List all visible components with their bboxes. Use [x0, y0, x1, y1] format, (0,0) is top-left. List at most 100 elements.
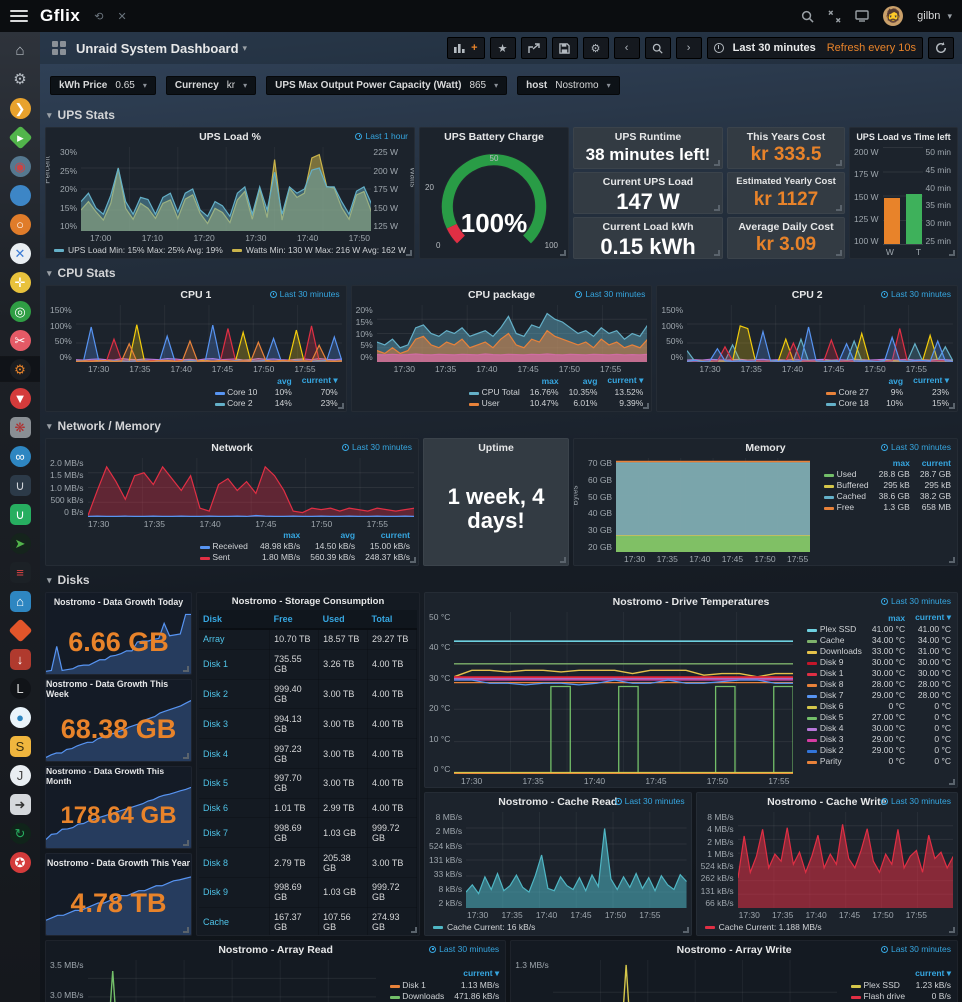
- legend-sort-header[interactable]: current ▾: [301, 375, 338, 385]
- resize-handle[interactable]: [949, 557, 955, 563]
- legend-sort-header[interactable]: current ▾: [607, 375, 644, 385]
- time-badge[interactable]: Last 30 minutes: [269, 289, 340, 299]
- resize-handle[interactable]: [183, 666, 189, 672]
- temperatures-chart[interactable]: [454, 612, 793, 774]
- legend-item[interactable]: UPS Load Min: 15% Max: 25% Avg: 19%: [54, 245, 223, 255]
- cache-write-chart[interactable]: [737, 812, 953, 908]
- resize-handle[interactable]: [949, 779, 955, 785]
- resize-handle[interactable]: [949, 250, 955, 256]
- app-shield-icon[interactable]: ▼: [0, 386, 40, 410]
- tv-mode-icon[interactable]: [855, 10, 869, 22]
- time-badge[interactable]: Last 30 minutes: [880, 944, 951, 954]
- bars-chart[interactable]: [882, 147, 924, 245]
- app-gitlab-icon[interactable]: [0, 617, 40, 643]
- resize-handle[interactable]: [643, 403, 650, 409]
- legend-item[interactable]: Received: [192, 541, 252, 552]
- legend-sort-header[interactable]: current ▾: [915, 612, 951, 622]
- time-range-picker[interactable]: Last 30 minutes Refresh every 10s: [706, 37, 923, 59]
- menu-toggle-icon[interactable]: [10, 10, 28, 22]
- cpu-package-chart[interactable]: [376, 305, 648, 362]
- time-badge[interactable]: Last 30 minutes: [614, 796, 685, 806]
- legend-item[interactable]: Downloads: [382, 991, 446, 1002]
- resize-handle[interactable]: [836, 205, 842, 211]
- app-netdata-icon[interactable]: ◉: [0, 154, 40, 178]
- resize-handle[interactable]: [949, 403, 956, 409]
- variable-ups-max-output-power-capacity-watt-[interactable]: UPS Max Output Power Capacity (Watt) 865 ▾: [266, 76, 508, 95]
- legend-sort-header[interactable]: current ▾: [463, 968, 500, 978]
- time-badge[interactable]: Last 30 minutes: [880, 442, 951, 452]
- section-network-memory[interactable]: ▾ Network / Memory: [47, 419, 161, 433]
- bar-W[interactable]: [884, 198, 901, 244]
- array-read-chart[interactable]: [88, 960, 376, 1002]
- app-emby-icon[interactable]: ▸: [0, 124, 40, 150]
- legend-item[interactable]: Free: [816, 502, 870, 513]
- cpu1-chart[interactable]: [75, 305, 342, 362]
- time-badge[interactable]: Last 30 minutes: [429, 944, 499, 954]
- app-lazylibrarian-icon[interactable]: L: [0, 676, 40, 700]
- save-dashboard-button[interactable]: [551, 37, 578, 59]
- resize-handle[interactable]: [836, 250, 842, 256]
- bar-T[interactable]: [906, 193, 923, 244]
- legend-item[interactable]: CPU Total: [461, 387, 521, 398]
- app-scissors-icon[interactable]: ✂: [0, 328, 40, 352]
- user-avatar[interactable]: 🧔: [883, 6, 904, 26]
- app-trakt-icon[interactable]: ∞: [0, 444, 40, 468]
- time-badge[interactable]: Last 30 minutes: [881, 289, 951, 299]
- legend-sort-header[interactable]: current ▾: [913, 375, 950, 385]
- resize-handle[interactable]: [836, 160, 842, 166]
- legend-sort-header[interactable]: avg: [340, 530, 356, 540]
- app-ring-icon[interactable]: ↻: [0, 821, 40, 845]
- legend-sort-header[interactable]: avg: [277, 375, 292, 386]
- time-badge[interactable]: Last 30 minutes: [880, 796, 951, 806]
- app-home-blue-icon[interactable]: ⌂: [0, 589, 40, 613]
- app-bars-icon[interactable]: ≡: [0, 560, 40, 584]
- legend-sort-header[interactable]: max: [283, 530, 301, 540]
- legend-sort-header[interactable]: avg: [888, 375, 904, 386]
- app-green-eye-icon[interactable]: ◎: [0, 299, 40, 323]
- legend-sort-header[interactable]: avg: [582, 375, 598, 386]
- dashboard-settings-button[interactable]: ⚙: [582, 37, 609, 59]
- resize-handle[interactable]: [183, 840, 189, 846]
- app-search-icon[interactable]: ○: [0, 212, 40, 236]
- array-write-chart[interactable]: [553, 960, 837, 1002]
- resize-handle[interactable]: [949, 927, 955, 933]
- cache-read-chart[interactable]: [466, 812, 687, 908]
- reload-tab-icon[interactable]: ⟲: [94, 10, 104, 23]
- legend-sort-header[interactable]: max: [888, 612, 906, 623]
- legend-item[interactable]: Disk 2: [799, 745, 863, 756]
- cpu2-chart[interactable]: [687, 305, 954, 362]
- legend-item[interactable]: Core 27: [818, 387, 878, 398]
- legend-item[interactable]: Disk 6: [799, 701, 863, 712]
- star-dashboard-button[interactable]: ★: [489, 37, 516, 59]
- app-wheel-icon[interactable]: ✪: [0, 850, 40, 874]
- legend-item[interactable]: Cache Current: 1.188 MB/s: [704, 922, 822, 932]
- legend-item[interactable]: Downloads: [799, 646, 863, 657]
- time-back-button[interactable]: ‹: [613, 37, 640, 59]
- section-cpu-stats[interactable]: ▾ CPU Stats: [47, 266, 116, 280]
- app-unraid-icon[interactable]: ∪: [0, 473, 40, 497]
- time-forward-button[interactable]: ›: [675, 37, 702, 59]
- legend-item[interactable]: Disk 7: [799, 690, 863, 701]
- legend-item[interactable]: Used: [816, 469, 870, 480]
- time-badge[interactable]: Last 30 minutes: [341, 442, 412, 452]
- app-cloud-icon[interactable]: [0, 183, 40, 207]
- dashboard-title[interactable]: Unraid System Dashboard: [76, 40, 239, 56]
- resize-handle[interactable]: [714, 205, 720, 211]
- time-badge[interactable]: Last 30 minutes: [575, 289, 645, 299]
- legend-item[interactable]: Disk 3: [799, 734, 863, 745]
- variable-currency[interactable]: Currency kr ▾: [165, 76, 257, 95]
- app-plex-icon[interactable]: ❯: [0, 96, 40, 120]
- settings-icon[interactable]: ⚙: [13, 70, 27, 88]
- app-utorrent-icon[interactable]: ∪: [0, 502, 40, 526]
- app-active-gear-icon[interactable]: ⚙: [0, 357, 40, 381]
- home-icon[interactable]: ⌂: [15, 41, 25, 59]
- legend-item[interactable]: User: [461, 398, 521, 409]
- user-menu[interactable]: gilbn ▾: [917, 10, 952, 22]
- resize-handle[interactable]: [183, 753, 189, 759]
- legend-sort-header[interactable]: current ▾: [915, 968, 951, 978]
- add-panel-button[interactable]: +: [447, 37, 485, 59]
- resize-handle[interactable]: [714, 250, 720, 256]
- resize-handle[interactable]: [714, 160, 720, 166]
- legend-item[interactable]: Core 2: [207, 398, 267, 409]
- resize-handle[interactable]: [411, 927, 417, 933]
